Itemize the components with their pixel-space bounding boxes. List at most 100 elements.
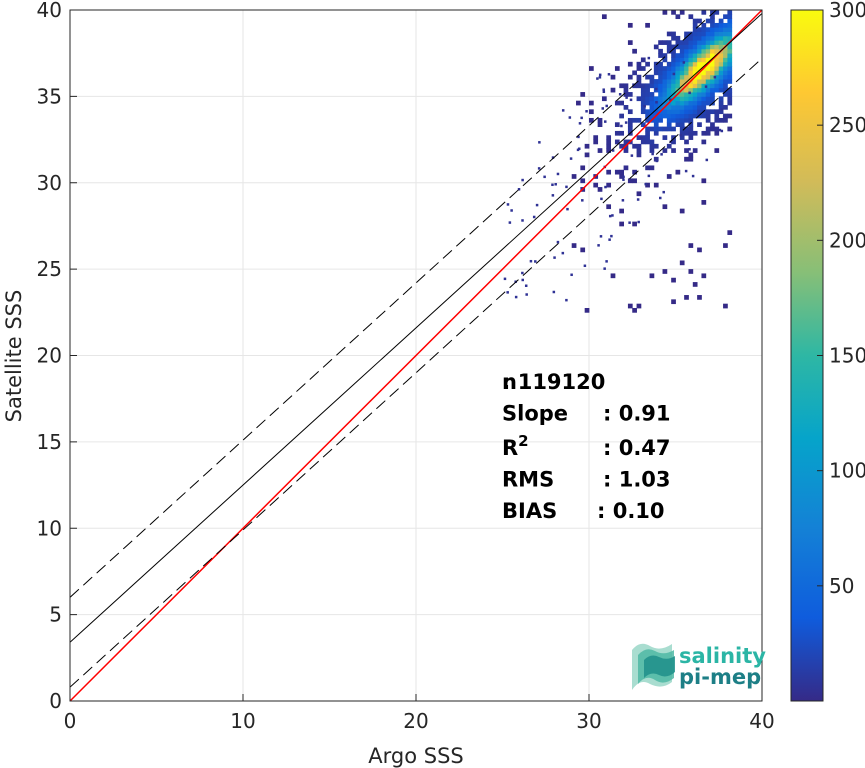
density-cell <box>645 139 650 145</box>
y-tick-label: 15 <box>37 430 62 454</box>
density-cell <box>705 126 711 132</box>
density-cell <box>692 282 698 287</box>
density-cell <box>658 105 663 110</box>
density-cell <box>727 100 733 106</box>
density-cell <box>640 87 646 93</box>
density-cell <box>671 66 676 71</box>
salinity-pimep-logo: salinity pi-mep <box>632 643 766 690</box>
density-cell <box>658 70 663 76</box>
density-cell <box>692 53 698 58</box>
density-cell <box>653 83 659 89</box>
density-cell <box>666 44 672 50</box>
density-cell <box>679 100 685 106</box>
density-cell <box>605 260 608 263</box>
density-cell <box>705 70 711 76</box>
density-cell <box>688 83 694 89</box>
density-cell <box>714 83 720 89</box>
density-cell <box>723 117 728 123</box>
density-cell <box>723 22 728 28</box>
density-cell <box>684 31 689 37</box>
stat-value: : 0.47 <box>603 436 671 460</box>
density-cell <box>662 79 668 84</box>
density-cell <box>679 92 685 97</box>
density-cell <box>718 117 724 123</box>
density-cell <box>714 44 720 50</box>
density-cell <box>654 87 658 91</box>
density-cell <box>697 96 702 102</box>
density-cell <box>653 117 659 123</box>
density-cell <box>632 83 637 89</box>
density-cell <box>671 277 676 283</box>
density-cell <box>521 271 524 275</box>
density-cell <box>614 130 620 136</box>
density-cell <box>649 105 655 110</box>
density-cell <box>619 208 624 214</box>
density-cell <box>718 31 724 37</box>
density-cell <box>679 126 685 132</box>
density-cell <box>684 295 689 300</box>
density-cell <box>640 96 646 102</box>
density-cell <box>675 14 681 20</box>
density-cell <box>606 139 612 145</box>
density-cell <box>640 83 646 89</box>
density-cell <box>718 79 724 84</box>
density-cell <box>675 44 681 50</box>
density-cell <box>636 143 642 149</box>
density-cell <box>645 83 650 89</box>
density-cell <box>521 178 524 182</box>
density-cell <box>727 92 733 97</box>
density-cell <box>666 70 672 76</box>
density-cell <box>684 70 689 76</box>
density-cell <box>597 117 603 123</box>
density-cell <box>627 303 633 309</box>
density-cell <box>727 74 733 80</box>
stat-superscript: 2 <box>518 432 528 450</box>
density-cell <box>710 122 715 128</box>
stat-value: : 1.03 <box>603 468 671 492</box>
density-cell <box>688 87 694 93</box>
density-cell <box>622 175 625 179</box>
density-cell <box>649 109 655 115</box>
density-cell <box>701 27 707 32</box>
density-cell <box>688 148 691 151</box>
stat-label: Slope <box>502 402 568 426</box>
density-cell <box>551 156 555 159</box>
density-cell <box>697 113 702 119</box>
density-cell <box>675 35 681 41</box>
density-cell <box>697 61 702 67</box>
density-cell <box>606 135 612 140</box>
density-cell <box>645 61 650 67</box>
density-cell <box>538 141 541 144</box>
density-cell <box>688 109 694 115</box>
density-cell <box>524 284 528 287</box>
density-cell <box>679 61 685 67</box>
density-cell <box>571 243 577 248</box>
density-cell <box>692 40 698 45</box>
density-cell <box>649 113 655 119</box>
density-cell <box>619 100 624 106</box>
density-cell <box>640 66 646 71</box>
density-cell <box>608 214 612 218</box>
density-cell <box>714 22 720 28</box>
density-cell <box>692 44 698 50</box>
density-cell <box>645 135 650 140</box>
density-cell <box>718 57 724 63</box>
density-cell <box>718 96 724 102</box>
density-cell <box>614 122 620 128</box>
density-cell <box>705 83 711 89</box>
density-cell <box>610 74 616 80</box>
density-cell <box>679 48 685 54</box>
density-cell <box>697 27 702 32</box>
density-cell <box>723 35 728 41</box>
density-cell <box>679 53 685 58</box>
density-cell <box>671 57 676 63</box>
x-axis-label: Argo SSS <box>368 744 463 768</box>
density-cell <box>684 61 689 67</box>
density-cell <box>658 100 663 106</box>
y-tick-label: 30 <box>37 171 62 195</box>
density-cell <box>662 190 665 194</box>
density-cell <box>714 48 720 54</box>
density-cell <box>623 165 629 171</box>
density-cell <box>561 251 565 255</box>
logo-line2: pi-mep <box>679 665 761 689</box>
